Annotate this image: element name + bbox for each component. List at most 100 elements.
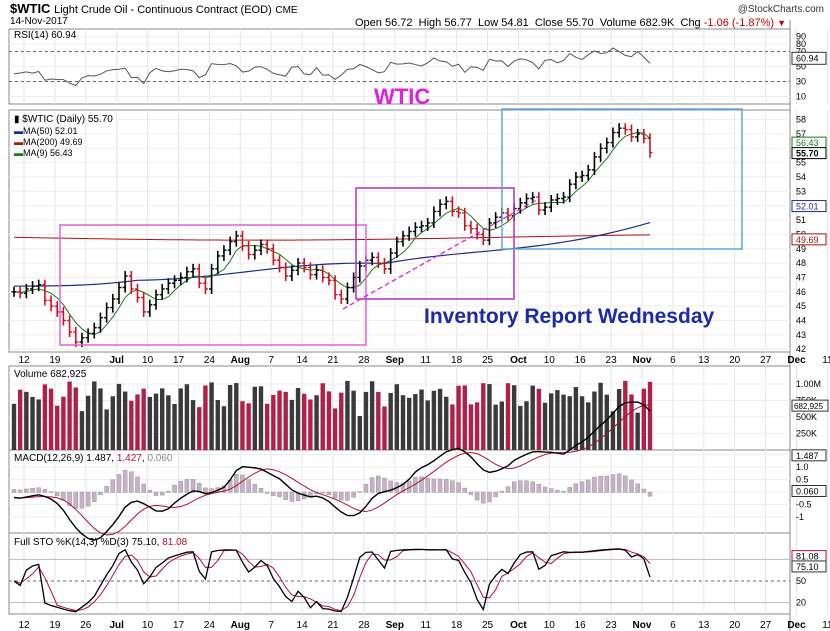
volume-bar [326, 391, 332, 450]
volume-bar [487, 384, 492, 450]
price-value-tag-text: 55.70 [796, 149, 819, 159]
macd-histogram-bar [425, 478, 430, 493]
volume-bar [388, 392, 393, 450]
x-tick-label-bottom: 10 [142, 620, 154, 631]
macd-histogram-bar [561, 490, 566, 493]
macd-histogram-bar [17, 489, 23, 493]
volume-bar [67, 381, 72, 450]
macd-histogram-bar [295, 491, 301, 502]
macd-value-tag [791, 485, 827, 497]
macd-histogram-bar [326, 491, 332, 496]
macd-line [13, 401, 651, 541]
chart-title: $WTIC Light Crude Oil - Continuous Contr… [10, 1, 298, 16]
volume-bar [339, 392, 344, 450]
x-tick-label: 10 [544, 355, 556, 366]
volume-bar [209, 382, 214, 450]
macd-histogram-bar [616, 473, 622, 493]
x-tick-label: 19 [49, 355, 61, 366]
volume-bar [598, 382, 603, 450]
macd-signal-line [13, 404, 651, 536]
rsi-tick: 90 [796, 32, 806, 42]
volume-bar [623, 380, 628, 450]
chart-date: 14-Nov-2017 [10, 16, 68, 27]
volume-bar [153, 393, 159, 450]
macd-histogram-bar [573, 483, 579, 493]
volume-bar [363, 391, 369, 450]
price-value-tag-text: 52.01 [796, 202, 819, 212]
x-tick-label: Nov [633, 355, 652, 366]
macd-histogram-bar [487, 491, 492, 503]
x-tick-label-bottom: 11 [822, 620, 830, 631]
volume-bar [166, 395, 171, 450]
x-tick-label: 11 [822, 355, 830, 366]
price-label: ▮ $WTIC (Daily) 55.70 [14, 114, 113, 125]
annotation-wtic: WTIC [374, 84, 431, 109]
macd-histogram-bar [493, 491, 498, 498]
volume-bar [542, 402, 548, 450]
macd-histogram-bar [388, 480, 393, 493]
price-tick: 48 [796, 258, 806, 268]
x-tick-label: 10 [142, 355, 154, 366]
volume-bar [567, 396, 572, 450]
macd-histogram-bar [166, 490, 171, 493]
x-tick-label-bottom: Nov [633, 620, 652, 631]
instrument-name: Light Crude Oil - Continuous Contract (E… [54, 4, 272, 16]
x-tick-label-bottom: 17 [173, 620, 185, 631]
macd-histogram-bar [196, 482, 202, 493]
volume-bar [227, 384, 233, 450]
x-tick-label-bottom: 14 [297, 620, 309, 631]
legend-ma9: ▬MA(9) 56.43 [14, 148, 73, 158]
price-value-tag [791, 147, 827, 160]
x-tick-label-bottom: 25 [482, 620, 494, 631]
macd-value-tag [791, 449, 827, 462]
price-tick: 54 [796, 172, 806, 182]
macd-histogram-bar [345, 491, 350, 501]
volume-value-tag [791, 399, 829, 412]
open-value: 56.72 [384, 17, 413, 29]
volume-bar [159, 388, 165, 450]
x-tick-label: 12 [18, 355, 30, 366]
macd-histogram-bar [579, 481, 585, 493]
macd-histogram-bar [79, 491, 85, 509]
macd-histogram-bar [48, 491, 54, 493]
macd-histogram-bar [456, 482, 461, 493]
volume-bar [197, 407, 202, 450]
macd-histogram-bar [221, 485, 227, 493]
macd-histogram-bar [129, 471, 134, 493]
x-tick-label: 16 [575, 355, 587, 366]
macd-histogram-bar [277, 491, 282, 498]
volume-bar [610, 411, 616, 450]
legend-ma50: ▬MA(50) 52.01 [14, 126, 78, 136]
volume-bar [629, 394, 634, 450]
volume-bar [135, 394, 140, 450]
x-tick-label-bottom: 28 [358, 620, 370, 631]
box-september-trend [355, 187, 515, 300]
macd-histogram-bar [98, 491, 103, 496]
macd-histogram-bar [271, 491, 276, 497]
macd-histogram-bar [11, 489, 17, 493]
volume-bar [369, 381, 375, 450]
volume-bar [561, 394, 566, 450]
rsi-value-tag-text: 60.94 [796, 53, 819, 63]
x-tick-label-bottom: Aug [231, 620, 250, 631]
macd-histogram-bar [641, 488, 647, 493]
x-tick-label-bottom: 24 [204, 620, 216, 631]
price-tick: 58 [796, 115, 806, 125]
volume-bar [357, 415, 362, 450]
volume-bar [129, 400, 134, 450]
x-tick-label-bottom: 13 [698, 620, 710, 631]
macd-histogram-bar [252, 483, 258, 493]
x-tick-label: Aug [231, 355, 250, 366]
x-tick-label: Jul [109, 355, 124, 366]
x-tick-label: 27 [760, 355, 772, 366]
volume-bar [592, 391, 597, 450]
macd-histogram-bar [67, 491, 72, 506]
macd-histogram-bar [567, 487, 572, 493]
volume-bar [536, 388, 542, 450]
volume-bar [314, 395, 319, 450]
volume-bar [308, 399, 313, 450]
volume-bar [283, 391, 288, 450]
volume-bar [382, 406, 387, 450]
volume-value-tag-text: 682,925 [794, 402, 823, 411]
volume-bar [178, 388, 183, 450]
